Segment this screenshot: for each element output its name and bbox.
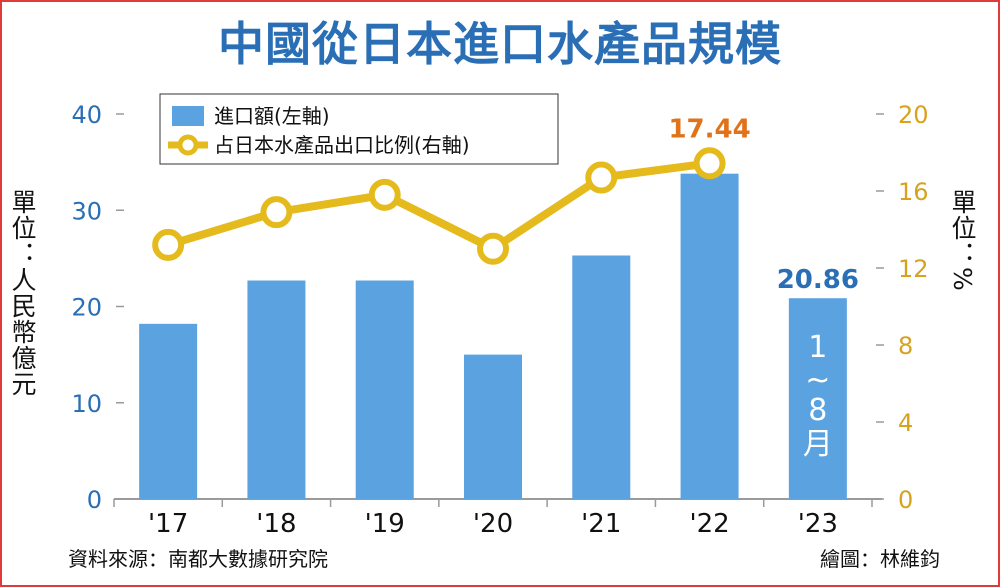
legend-line-marker — [177, 134, 199, 156]
right-tick-label: 20 — [898, 101, 929, 129]
left-tick-label: 40 — [71, 101, 102, 129]
ratio-line — [166, 159, 711, 253]
bar — [355, 280, 414, 499]
line-point — [260, 196, 293, 229]
bar — [572, 255, 631, 499]
x-tick-label: '22 — [689, 509, 729, 539]
bar-period-note: 1 — [808, 330, 827, 365]
bar-period-note: 8 — [808, 393, 827, 428]
legend: 進口額(左軸) 占日本水產品出口比例(右軸) — [159, 93, 559, 165]
bar-value-label: 20.86 — [777, 265, 859, 295]
line-point — [368, 178, 401, 211]
right-axis-unit-label: 單位：% — [948, 189, 977, 292]
bar — [139, 323, 198, 499]
line-point — [585, 161, 618, 194]
bar-period-note: 月 — [803, 427, 833, 462]
line-point — [152, 228, 185, 261]
line-value-label: 17.44 — [668, 114, 750, 144]
bar — [680, 173, 739, 500]
x-tick-label: '19 — [365, 509, 405, 539]
chart-title: 中國從日本進口水產品規模 — [218, 17, 782, 71]
legend-bar-swatch — [172, 106, 204, 126]
right-tick-label: 8 — [898, 332, 913, 360]
left-tick-label: 10 — [71, 390, 102, 418]
right-tick-label: 0 — [898, 486, 913, 514]
x-tick-label: '18 — [256, 509, 296, 539]
right-tick-label: 12 — [898, 255, 929, 283]
credit-note: 繪圖：林維鈞 — [820, 547, 940, 571]
legend-line-label: 占日本水產品出口比例(右軸) — [214, 133, 470, 157]
left-tick-label: 30 — [71, 197, 102, 225]
line-point — [693, 147, 726, 180]
source-note: 資料來源：南都大數據研究院 — [68, 547, 328, 571]
bar — [788, 298, 847, 499]
x-tick-label: '21 — [581, 509, 621, 539]
bar — [247, 280, 306, 499]
legend-bar-label: 進口額(左軸) — [214, 104, 330, 128]
left-tick-label: 0 — [87, 486, 102, 514]
right-tick-label: 4 — [898, 409, 913, 437]
left-tick-label: 20 — [71, 294, 102, 322]
right-tick-label: 16 — [898, 178, 929, 206]
bar-period-note: ~ — [805, 363, 830, 398]
x-tick-label: '17 — [148, 509, 188, 539]
x-tick-label: '20 — [473, 509, 513, 539]
left-axis-unit-label: 單位：人民幣億元 — [8, 189, 37, 397]
bar — [464, 354, 522, 499]
x-tick-label: '23 — [798, 509, 838, 539]
line-point — [477, 232, 509, 265]
